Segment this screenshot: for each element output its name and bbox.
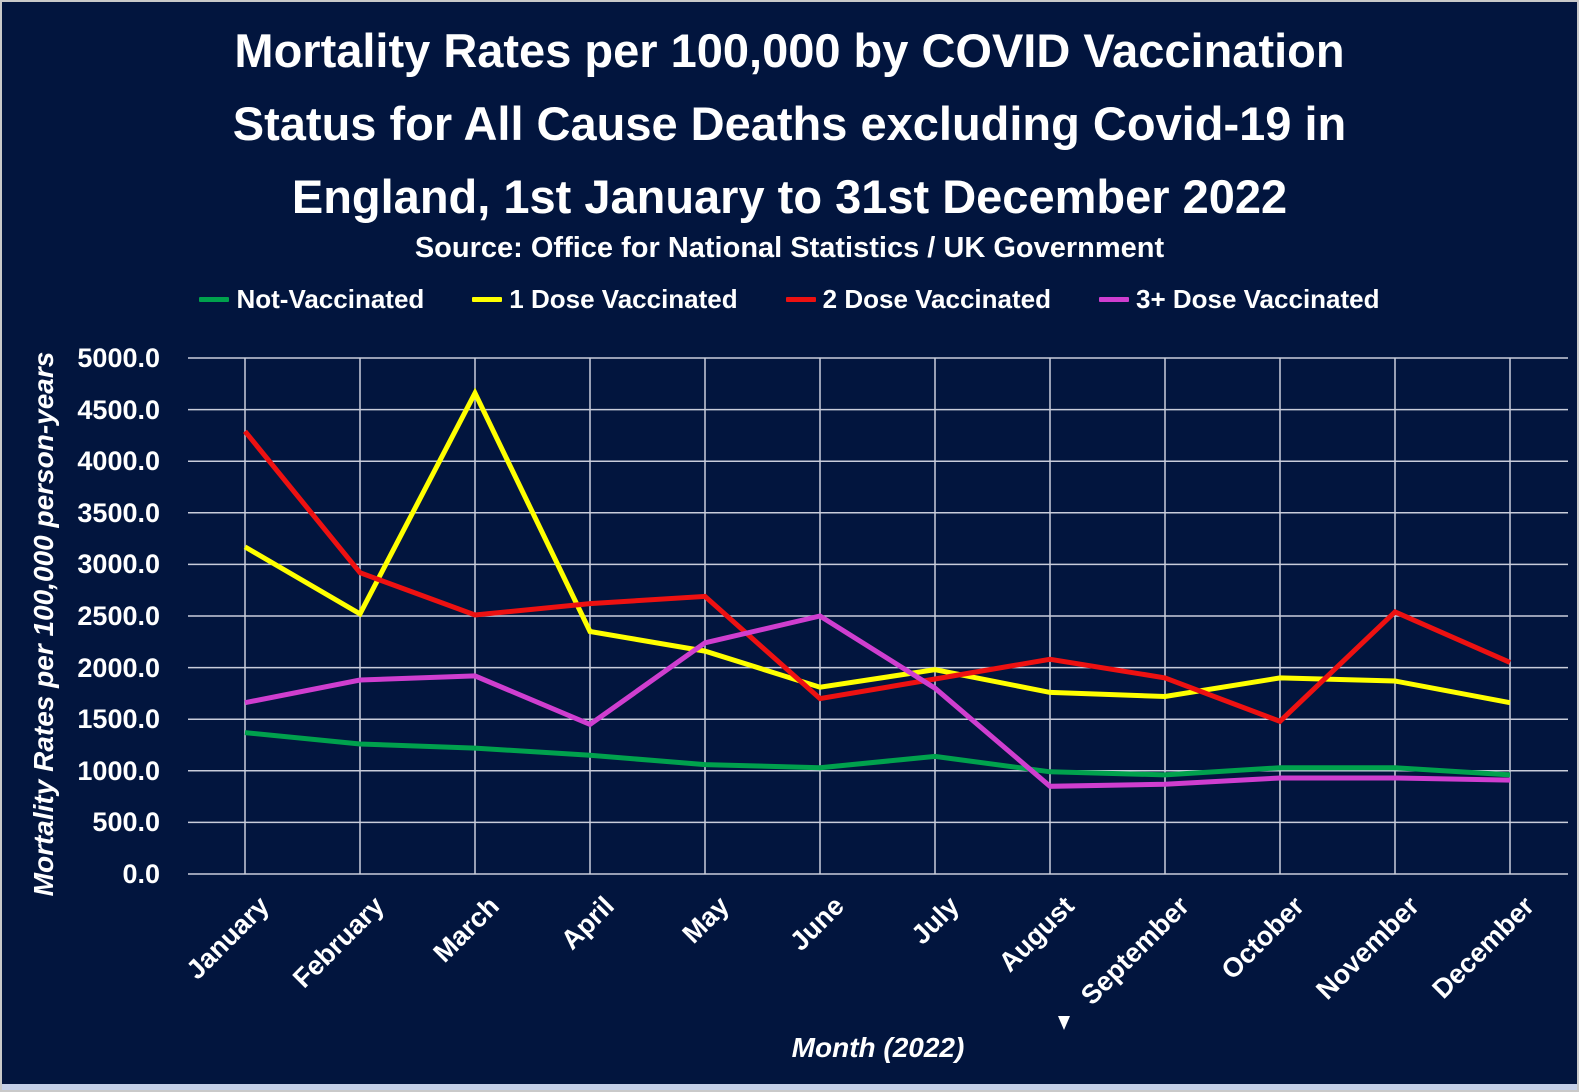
legend-item-2-dose-vaccinated: 2 Dose Vaccinated bbox=[785, 284, 1051, 315]
legend-marker-icon bbox=[785, 297, 816, 302]
chart-title: Mortality Rates per 100,000 by COVID Vac… bbox=[2, 14, 1577, 233]
y-tick-label-4000: 4000.0 bbox=[77, 446, 160, 477]
legend-item-3-dose-vaccinated: 3+ Dose Vaccinated bbox=[1098, 284, 1380, 315]
chart-title-line-2: Status for All Cause Deaths excluding Co… bbox=[232, 97, 1347, 150]
legend-label: Not-Vaccinated bbox=[236, 284, 425, 314]
legend-label: 3+ Dose Vaccinated bbox=[1135, 284, 1380, 314]
y-tick-label-1500: 1500.0 bbox=[77, 704, 160, 735]
series-line-not-vaccinated bbox=[244, 730, 1511, 778]
series-line-1-dose-vaccinated bbox=[243, 387, 1511, 706]
y-tick-label-0: 0.0 bbox=[122, 859, 160, 889]
legend-item-not-vaccinated: Not-Vaccinated bbox=[199, 284, 424, 315]
chart-source-subtitle: Source: Office for National Statistics /… bbox=[414, 232, 1165, 264]
chart-title-line-1: Mortality Rates per 100,000 by COVID Vac… bbox=[234, 24, 1345, 77]
legend-marker-icon bbox=[199, 297, 230, 302]
y-tick-label-3500: 3500.0 bbox=[77, 497, 160, 528]
legend-label: 2 Dose Vaccinated bbox=[822, 284, 1051, 314]
plot-area bbox=[188, 357, 1568, 875]
series-line-2-dose-vaccinated bbox=[243, 429, 1512, 725]
legend: Not-Vaccinated 1 Dose Vaccinated 2 Dose Va… bbox=[2, 284, 1577, 315]
y-tick-label-500: 500.0 bbox=[92, 807, 160, 838]
series-line-3-dose-vaccinated bbox=[244, 613, 1511, 789]
y-tick-label-2000: 2000.0 bbox=[77, 652, 160, 683]
y-tick-label-2500: 2500.0 bbox=[77, 601, 160, 631]
legend-item-1-dose-vaccinated: 1 Dose Vaccinated bbox=[472, 284, 738, 315]
mouse-cursor bbox=[1058, 1016, 1070, 1030]
legend-label: 1 Dose Vaccinated bbox=[509, 284, 738, 314]
y-tick-label-3000: 3000.0 bbox=[77, 549, 160, 580]
legend-marker-icon bbox=[472, 297, 503, 302]
bottom-edge-strip bbox=[2, 1084, 1577, 1090]
x-axis-title: Month (2022) bbox=[791, 1032, 965, 1063]
y-tick-label-5000: 5000.0 bbox=[77, 343, 160, 373]
chart-title-line-3: England, 1st January to 31st December 20… bbox=[291, 170, 1288, 223]
y-tick-label-4500: 4500.0 bbox=[77, 394, 160, 425]
legend-marker-icon bbox=[1098, 297, 1129, 302]
y-tick-label-1000: 1000.0 bbox=[77, 755, 160, 786]
